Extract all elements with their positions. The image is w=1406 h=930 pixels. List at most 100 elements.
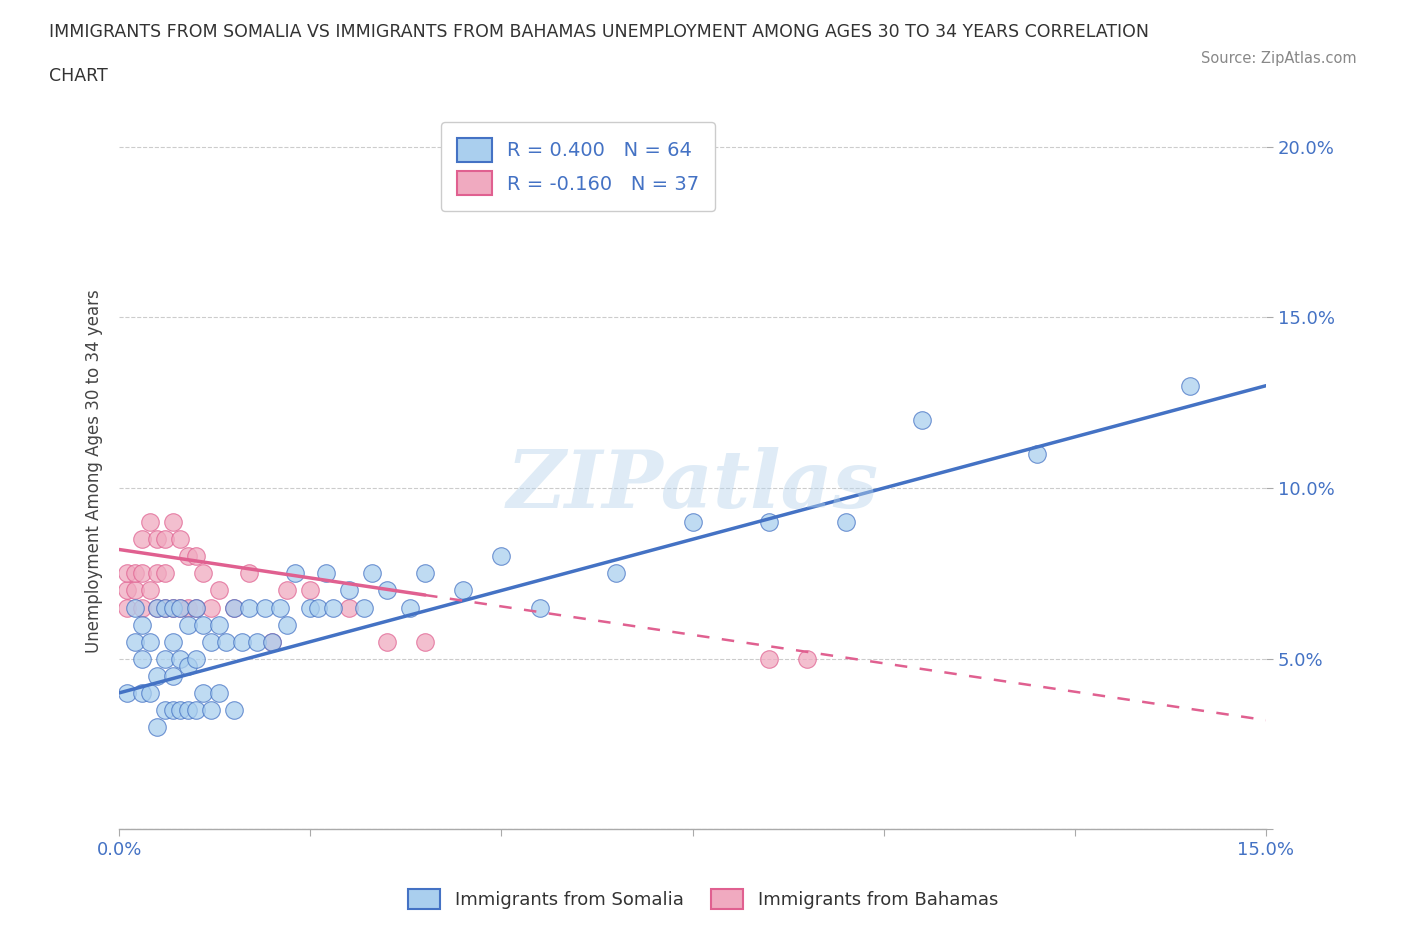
Point [193, 566, 215, 581]
Point [276, 583, 298, 598]
Point [146, 566, 169, 581]
Point [529, 600, 551, 615]
Point [146, 532, 169, 547]
Point [177, 618, 200, 632]
Point [246, 634, 269, 649]
Point [208, 618, 231, 632]
Point [1025, 446, 1047, 461]
Point [299, 583, 322, 598]
Point [131, 600, 153, 615]
Point [231, 634, 253, 649]
Point [222, 600, 245, 615]
Point [146, 600, 169, 615]
Point [222, 600, 245, 615]
Point [276, 618, 298, 632]
Point [146, 720, 169, 735]
Point [169, 651, 191, 666]
Point [124, 583, 146, 598]
Point [139, 515, 162, 530]
Point [124, 566, 146, 581]
Point [307, 600, 329, 615]
Point [146, 669, 169, 684]
Point [200, 600, 222, 615]
Point [758, 515, 780, 530]
Point [337, 583, 360, 598]
Point [605, 566, 627, 581]
Point [682, 515, 704, 530]
Point [115, 566, 138, 581]
Point [238, 566, 260, 581]
Point [115, 600, 138, 615]
Point [124, 634, 146, 649]
Point [162, 702, 184, 717]
Point [193, 618, 215, 632]
Point [200, 702, 222, 717]
Point [184, 549, 207, 564]
Text: IMMIGRANTS FROM SOMALIA VS IMMIGRANTS FROM BAHAMAS UNEMPLOYMENT AMONG AGES 30 TO: IMMIGRANTS FROM SOMALIA VS IMMIGRANTS FR… [49, 23, 1149, 41]
Point [253, 600, 276, 615]
Point [262, 634, 284, 649]
Text: Source: ZipAtlas.com: Source: ZipAtlas.com [1201, 51, 1357, 66]
Point [177, 702, 200, 717]
Point [124, 600, 146, 615]
Point [131, 566, 153, 581]
Text: ZIPatlas: ZIPatlas [506, 446, 879, 525]
Point [169, 600, 191, 615]
Point [131, 532, 153, 547]
Point [322, 600, 344, 615]
Text: CHART: CHART [49, 67, 108, 85]
Y-axis label: Unemployment Among Ages 30 to 34 years: Unemployment Among Ages 30 to 34 years [86, 289, 103, 653]
Point [413, 634, 436, 649]
Point [139, 583, 162, 598]
Point [162, 600, 184, 615]
Point [146, 600, 169, 615]
Point [131, 651, 153, 666]
Point [353, 600, 375, 615]
Point [169, 702, 191, 717]
Point [139, 685, 162, 700]
Point [315, 566, 337, 581]
Point [162, 634, 184, 649]
Point [796, 651, 818, 666]
Point [208, 685, 231, 700]
Point [413, 566, 436, 581]
Point [177, 600, 200, 615]
Point [162, 515, 184, 530]
Point [131, 618, 153, 632]
Point [222, 702, 245, 717]
Point [262, 634, 284, 649]
Point [184, 600, 207, 615]
Legend: R = 0.400   N = 64, R = -0.160   N = 37: R = 0.400 N = 64, R = -0.160 N = 37 [441, 123, 714, 211]
Point [153, 600, 176, 615]
Point [215, 634, 238, 649]
Point [115, 583, 138, 598]
Point [131, 685, 153, 700]
Point [375, 634, 398, 649]
Point [115, 685, 138, 700]
Point [139, 634, 162, 649]
Point [193, 685, 215, 700]
Point [184, 702, 207, 717]
Point [184, 600, 207, 615]
Point [153, 702, 176, 717]
Point [398, 600, 420, 615]
Point [169, 600, 191, 615]
Point [177, 549, 200, 564]
Point [451, 583, 474, 598]
Point [153, 532, 176, 547]
Point [360, 566, 382, 581]
Point [911, 412, 934, 427]
Point [834, 515, 856, 530]
Point [153, 651, 176, 666]
Point [184, 651, 207, 666]
Point [299, 600, 322, 615]
Point [284, 566, 307, 581]
Point [238, 600, 260, 615]
Point [208, 583, 231, 598]
Point [153, 600, 176, 615]
Point [337, 600, 360, 615]
Legend: Immigrants from Somalia, Immigrants from Bahamas: Immigrants from Somalia, Immigrants from… [401, 882, 1005, 916]
Point [758, 651, 780, 666]
Point [162, 600, 184, 615]
Point [177, 658, 200, 673]
